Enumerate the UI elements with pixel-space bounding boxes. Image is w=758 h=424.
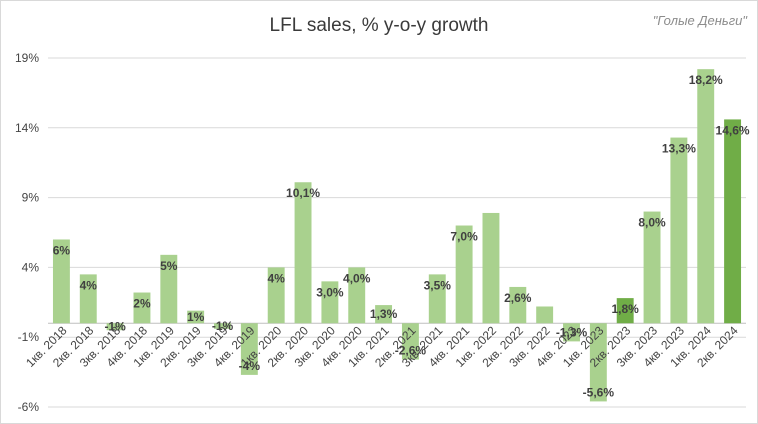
- y-tick-label: -6%: [18, 400, 40, 414]
- bar: [106, 323, 124, 331]
- y-tick-label: 19%: [15, 51, 39, 65]
- bar: [294, 182, 312, 324]
- bar: [160, 254, 178, 324]
- bar: [589, 323, 607, 402]
- bar: [455, 225, 473, 324]
- bar: [348, 267, 366, 324]
- data-label: -1%: [212, 319, 234, 333]
- data-label: 18,2%: [689, 73, 723, 87]
- data-label: 10,1%: [286, 186, 320, 200]
- bar: [52, 239, 70, 324]
- bar: [321, 281, 339, 324]
- data-label: -1%: [104, 320, 126, 334]
- data-label: 4%: [268, 271, 286, 285]
- data-label: 3,0%: [316, 285, 344, 299]
- bar: [509, 286, 527, 324]
- data-label: -1,3%: [556, 325, 588, 339]
- data-label: 1,8%: [612, 302, 640, 316]
- data-label: 3,5%: [424, 278, 452, 292]
- data-label: 6%: [53, 243, 71, 257]
- bar: [428, 274, 446, 324]
- bar: [240, 323, 258, 375]
- data-label: 4,0%: [343, 271, 371, 285]
- data-label: -2,6%: [395, 344, 427, 358]
- bar: [482, 212, 500, 324]
- data-label: 4%: [80, 278, 98, 292]
- data-label: 1,3%: [370, 307, 398, 321]
- bar: [563, 323, 580, 342]
- y-tick-label: 9%: [22, 191, 40, 205]
- bar: [697, 69, 715, 324]
- data-label: 8,0%: [638, 216, 666, 230]
- bar: [133, 292, 151, 324]
- data-label: 5%: [160, 259, 178, 273]
- data-label: 2%: [133, 297, 151, 311]
- bar: [536, 306, 554, 324]
- bar: [214, 323, 231, 329]
- data-label: 13,3%: [662, 142, 696, 156]
- y-tick-label: -1%: [18, 330, 40, 344]
- bar: [643, 211, 661, 324]
- data-label: 7,0%: [450, 230, 478, 244]
- bar: [670, 137, 688, 324]
- bar: [724, 119, 742, 324]
- y-tick-label: 14%: [15, 121, 39, 135]
- chart-title: LFL sales, % y-o-y growth: [269, 15, 489, 36]
- data-label: 14,6%: [716, 123, 750, 137]
- bar: [401, 323, 419, 360]
- data-label: -4%: [239, 359, 261, 373]
- data-label: -5,6%: [583, 385, 615, 399]
- bar: [267, 267, 285, 324]
- y-tick-label: 4%: [22, 260, 40, 274]
- bar: [375, 305, 393, 324]
- data-label: 2,6%: [504, 291, 532, 305]
- watermark: "Голые Деньги": [652, 13, 747, 28]
- bar: [616, 298, 634, 324]
- data-label: 1%: [187, 310, 205, 324]
- bar: [79, 274, 97, 324]
- bar: [187, 310, 205, 324]
